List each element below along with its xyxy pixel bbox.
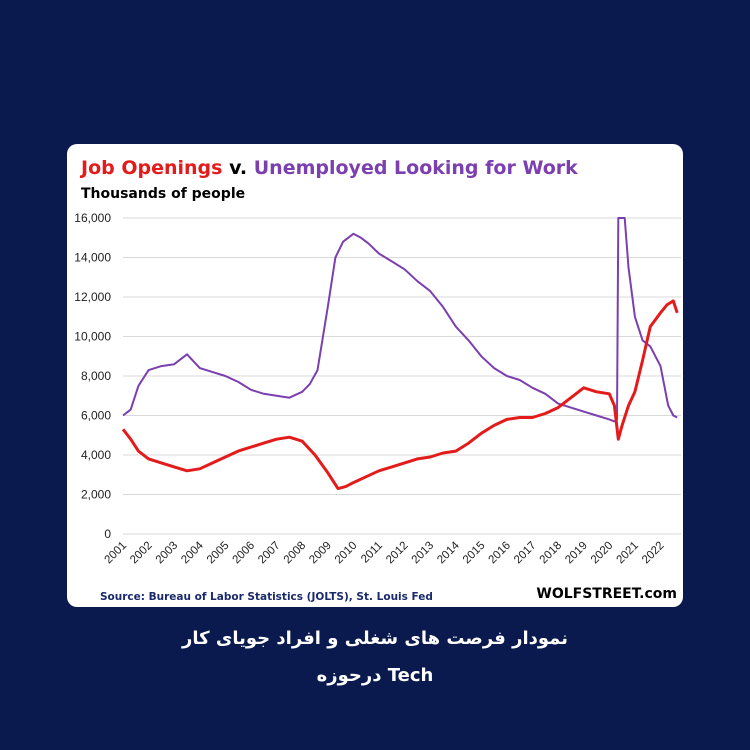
x-tick-label: 2011 — [359, 540, 385, 566]
y-tick-label: 6,000 — [81, 409, 111, 423]
chart-title: Job Openings v. Unemployed Looking for W… — [79, 157, 578, 179]
x-tick-label: 2013 — [410, 540, 437, 567]
caption-line-1: نمودار فرصت های شغلی و افراد جویای کار — [182, 628, 568, 649]
x-tick-label: 2012 — [384, 540, 411, 567]
y-tick-label: 10,000 — [74, 330, 111, 344]
y-tick-label: 14,000 — [74, 251, 111, 265]
y-tick-label: 8,000 — [81, 369, 111, 383]
y-tick-label: 4,000 — [81, 448, 111, 462]
x-tick-label: 2007 — [256, 540, 283, 567]
x-tick-label: 2022 — [640, 540, 667, 567]
x-tick-label: 2006 — [231, 540, 258, 567]
title-versus: v. — [222, 157, 253, 179]
series-lines — [121, 217, 679, 491]
x-tick-label: 2010 — [333, 540, 360, 567]
y-tick-label: 2,000 — [81, 488, 111, 502]
x-tick-label: 2014 — [435, 539, 462, 566]
chart-card: Job Openings v. Unemployed Looking for W… — [67, 144, 683, 607]
series-unemployed — [122, 217, 678, 423]
x-tick-label: 2020 — [589, 540, 616, 567]
chart-subtitle: Thousands of people — [81, 186, 245, 202]
gridlines — [123, 217, 681, 535]
x-tick-label: 2018 — [538, 540, 565, 567]
chart-source: Source: Bureau of Labor Statistics (JOLT… — [100, 591, 433, 603]
y-axis-ticks: 0 2,000 4,000 6,000 8,000 10,000 12,000 14,000 1… — [74, 211, 111, 541]
y-tick-label: 12,000 — [74, 290, 111, 304]
x-tick-label: 2001 — [103, 540, 130, 567]
x-tick-label: 2009 — [307, 540, 334, 567]
x-tick-label: 2015 — [461, 540, 488, 567]
chart: Job Openings v. Unemployed Looking for W… — [74, 157, 681, 603]
series-job-openings — [121, 299, 679, 491]
x-tick-label: 2008 — [282, 540, 309, 567]
x-axis-ticks: 2001 2002 2003 2004 2005 2006 2007 2008 2009 2010… — [103, 539, 667, 566]
title-job-openings: Job Openings — [79, 157, 222, 179]
x-tick-label: 2002 — [128, 540, 155, 567]
x-tick-label: 2005 — [205, 540, 232, 567]
x-tick-label: 2016 — [486, 540, 513, 567]
brand-watermark: WOLFSTREET.com — [536, 586, 677, 602]
x-tick-label: 2004 — [179, 539, 206, 566]
x-tick-label: 2003 — [154, 540, 181, 567]
y-tick-label: 16,000 — [74, 211, 111, 225]
y-tick-label: 0 — [104, 527, 111, 541]
x-tick-label: 2017 — [512, 540, 539, 567]
x-tick-label: 2021 — [614, 540, 641, 567]
title-unemployed: Unemployed Looking for Work — [254, 157, 578, 179]
caption-line-2: Tech درحوزه — [316, 665, 434, 686]
x-tick-label: 2019 — [563, 540, 590, 567]
